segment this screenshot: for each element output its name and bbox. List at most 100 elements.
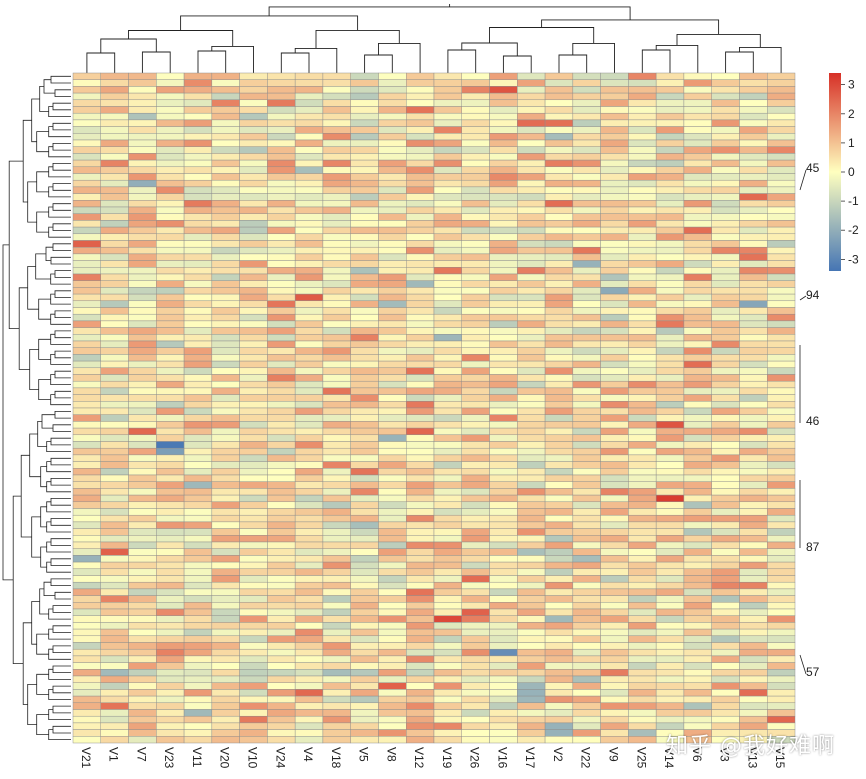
heatmap-cell	[267, 106, 296, 114]
heatmap-cell	[350, 481, 379, 489]
heatmap-cell	[378, 501, 407, 509]
heatmap-cell	[572, 434, 601, 442]
heatmap-cell	[600, 92, 629, 101]
heatmap-cell	[183, 535, 213, 543]
dendrogram-branch	[50, 518, 71, 526]
heatmap-cell	[711, 575, 740, 583]
heatmap-cell	[739, 334, 768, 342]
heatmap-cell	[655, 521, 685, 529]
heatmap-cell	[378, 481, 407, 489]
heatmap-cell	[655, 112, 685, 121]
heatmap-cell	[544, 313, 574, 322]
heatmap-cell	[239, 635, 268, 643]
heatmap-cell	[128, 287, 157, 295]
heatmap-cell	[711, 374, 740, 382]
heatmap-cell	[406, 628, 435, 637]
heatmap-cell	[544, 508, 574, 516]
heatmap-cell	[572, 273, 601, 281]
heatmap-cell	[406, 468, 435, 476]
heatmap-cell	[572, 126, 601, 134]
heatmap-cell	[406, 508, 435, 516]
heatmap-cell	[183, 380, 213, 389]
heatmap-cell	[100, 300, 129, 308]
heatmap-cell	[572, 206, 601, 214]
heatmap-cell	[683, 267, 712, 275]
heatmap-cell	[628, 360, 657, 369]
heatmap-cell	[156, 441, 185, 449]
heatmap-cell	[628, 166, 657, 174]
heatmap-cell	[600, 628, 629, 637]
heatmap-cell	[350, 226, 379, 235]
heatmap-cell	[128, 173, 157, 181]
heatmap-cell	[544, 86, 574, 94]
legend-tick-label: 0	[848, 165, 855, 179]
heatmap-cell	[600, 662, 629, 670]
heatmap-cell	[156, 260, 185, 268]
heatmap-cell	[489, 729, 518, 737]
heatmap-cell	[183, 595, 213, 603]
heatmap-cell	[378, 454, 407, 462]
heatmap-cell	[72, 79, 101, 87]
heatmap-cell	[517, 233, 546, 241]
heatmap-cell	[739, 508, 768, 516]
heatmap-cell	[267, 709, 296, 717]
heatmap-cell	[267, 126, 296, 134]
heatmap-cell	[239, 555, 268, 563]
heatmap-cell	[461, 293, 490, 302]
heatmap-cell	[350, 126, 379, 134]
heatmap-cell	[406, 79, 435, 87]
heatmap-cell	[406, 729, 435, 737]
heatmap-cell	[544, 226, 574, 235]
heatmap-cell	[211, 86, 240, 94]
heatmap-cell	[156, 675, 185, 683]
heatmap-cell	[600, 354, 629, 362]
heatmap-cell	[683, 427, 712, 436]
heatmap-cell	[683, 709, 712, 717]
heatmap-cell	[100, 454, 129, 462]
heatmap-cell	[239, 669, 268, 677]
heatmap-cell	[322, 488, 351, 496]
heatmap-cell	[322, 715, 351, 724]
heatmap-cell	[655, 253, 685, 261]
heatmap-cell	[461, 689, 490, 697]
heatmap-cell	[183, 662, 213, 670]
heatmap-cell	[72, 541, 101, 549]
heatmap-cell	[100, 313, 129, 322]
heatmap-cell	[211, 401, 240, 409]
heatmap-cell	[767, 287, 796, 295]
heatmap-cell	[600, 139, 629, 147]
heatmap-cell	[406, 715, 435, 724]
heatmap-cell	[294, 79, 324, 87]
heatmap-cell	[711, 535, 740, 543]
heatmap-cell	[655, 675, 685, 683]
heatmap-cell	[322, 293, 351, 302]
heatmap-cell	[294, 340, 324, 348]
heatmap-cell	[350, 541, 379, 549]
heatmap-cell	[572, 387, 601, 395]
heatmap-cell	[350, 468, 379, 476]
heatmap-cell	[655, 99, 685, 107]
heatmap-cell	[350, 695, 379, 704]
heatmap-cell	[100, 441, 129, 449]
heatmap-cell	[767, 662, 796, 670]
heatmap-cell	[544, 642, 574, 650]
heatmap-cell	[294, 722, 324, 730]
dendrogram-branch	[20, 454, 32, 538]
heatmap-cell	[461, 106, 490, 114]
heatmap-cell	[156, 468, 185, 476]
heatmap-cell	[211, 642, 240, 650]
heatmap-cell	[600, 267, 629, 275]
heatmap-cell	[128, 729, 157, 737]
heatmap-cell	[767, 280, 796, 288]
heatmap-cell	[544, 568, 574, 576]
heatmap-cell	[517, 307, 546, 315]
heatmap-cell	[683, 514, 712, 523]
heatmap-cell	[267, 488, 296, 496]
heatmap-cell	[72, 206, 101, 214]
heatmap-cell	[433, 655, 462, 663]
heatmap-cell	[739, 682, 768, 690]
heatmap-cell	[517, 608, 546, 616]
heatmap-cell	[628, 635, 657, 643]
heatmap-cell	[655, 595, 685, 603]
heatmap-cell	[572, 702, 601, 710]
